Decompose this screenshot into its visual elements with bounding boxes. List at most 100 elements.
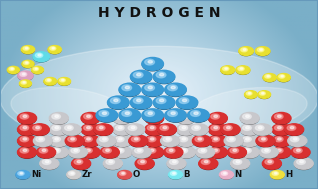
Circle shape [20, 148, 29, 153]
Circle shape [176, 135, 196, 146]
Circle shape [84, 137, 92, 142]
Circle shape [239, 47, 253, 55]
Circle shape [208, 146, 227, 158]
Circle shape [228, 147, 246, 158]
Circle shape [156, 98, 166, 104]
Circle shape [240, 68, 243, 69]
Circle shape [170, 172, 177, 175]
Circle shape [145, 146, 164, 158]
Circle shape [177, 147, 195, 158]
Circle shape [86, 126, 90, 129]
Circle shape [236, 160, 240, 163]
Circle shape [265, 75, 271, 78]
Circle shape [52, 148, 60, 153]
Circle shape [293, 138, 297, 140]
Circle shape [62, 124, 81, 135]
Circle shape [259, 146, 278, 158]
Circle shape [100, 137, 108, 142]
Circle shape [273, 136, 291, 147]
Circle shape [161, 136, 179, 147]
Circle shape [137, 73, 141, 76]
Circle shape [115, 137, 124, 142]
Circle shape [221, 66, 235, 74]
Circle shape [39, 148, 48, 153]
Circle shape [77, 160, 81, 163]
Circle shape [248, 93, 251, 94]
Circle shape [150, 149, 154, 151]
Circle shape [106, 149, 109, 151]
Circle shape [50, 113, 68, 124]
Circle shape [18, 71, 33, 80]
Circle shape [147, 114, 156, 119]
Circle shape [115, 125, 124, 130]
Circle shape [129, 135, 148, 146]
Circle shape [176, 146, 196, 158]
Circle shape [45, 160, 49, 163]
Circle shape [118, 115, 122, 117]
Circle shape [257, 136, 275, 147]
Circle shape [33, 53, 49, 62]
Circle shape [7, 66, 19, 74]
Circle shape [148, 86, 152, 89]
Circle shape [107, 96, 129, 109]
Circle shape [214, 138, 218, 140]
Circle shape [192, 125, 200, 130]
Circle shape [150, 115, 154, 117]
Circle shape [119, 109, 141, 122]
Circle shape [148, 60, 152, 63]
Circle shape [245, 138, 249, 140]
Circle shape [33, 52, 50, 62]
Circle shape [211, 114, 219, 119]
Circle shape [33, 125, 41, 130]
Circle shape [72, 158, 91, 169]
Circle shape [23, 115, 27, 117]
Circle shape [55, 138, 59, 140]
Circle shape [211, 137, 219, 142]
Circle shape [241, 113, 259, 124]
Circle shape [245, 126, 249, 129]
Circle shape [243, 148, 251, 153]
Circle shape [101, 147, 119, 158]
Circle shape [148, 112, 152, 115]
Circle shape [199, 159, 218, 170]
Circle shape [125, 112, 129, 115]
Circle shape [74, 159, 83, 164]
Circle shape [142, 83, 163, 96]
Circle shape [31, 66, 44, 74]
Circle shape [270, 170, 284, 179]
Circle shape [68, 137, 76, 142]
Circle shape [176, 112, 196, 124]
Circle shape [36, 137, 45, 142]
Circle shape [20, 72, 27, 76]
Circle shape [115, 114, 124, 119]
Circle shape [246, 92, 252, 95]
Circle shape [241, 48, 247, 52]
Circle shape [230, 148, 238, 153]
Circle shape [94, 125, 113, 136]
Circle shape [35, 68, 38, 70]
Circle shape [219, 170, 233, 179]
Circle shape [198, 138, 202, 140]
Circle shape [177, 125, 195, 136]
Circle shape [120, 110, 140, 122]
Circle shape [167, 158, 186, 169]
Circle shape [198, 148, 207, 153]
Circle shape [238, 67, 244, 71]
Ellipse shape [11, 88, 129, 132]
Circle shape [160, 125, 169, 130]
Circle shape [297, 159, 305, 164]
Circle shape [295, 159, 313, 170]
Circle shape [256, 47, 270, 56]
Circle shape [134, 138, 138, 140]
Text: Ni: Ni [31, 170, 41, 179]
Circle shape [142, 84, 163, 96]
Circle shape [145, 124, 164, 135]
Circle shape [271, 171, 284, 179]
Circle shape [199, 158, 218, 169]
Circle shape [52, 47, 55, 49]
Circle shape [20, 137, 29, 142]
Circle shape [214, 115, 218, 117]
Circle shape [42, 159, 51, 164]
Circle shape [18, 72, 33, 81]
Circle shape [118, 170, 132, 179]
